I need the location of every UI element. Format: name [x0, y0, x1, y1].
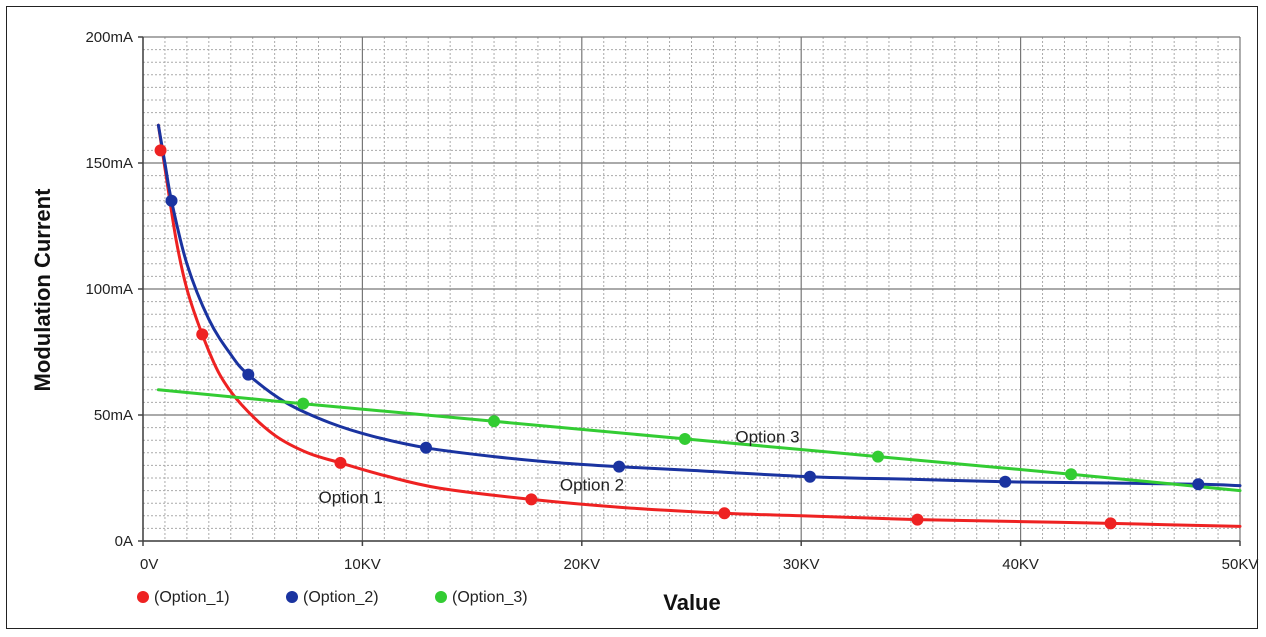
data-point-option-1	[911, 513, 924, 526]
legend-label-option-1: (Option_1)	[154, 589, 230, 606]
y-axis-title: Modulation Current	[30, 188, 55, 392]
series-line-option-1	[156, 123, 1242, 528]
data-point-option-2	[420, 441, 433, 454]
data-point-option-3	[297, 397, 310, 410]
annotation-option-1: Option 1	[319, 488, 383, 507]
data-point-option-2	[803, 470, 816, 483]
series-line-option-2	[156, 123, 1242, 488]
y-tick-label: 150mA	[85, 155, 133, 172]
y-tick-label: 0A	[115, 533, 133, 550]
data-point-option-1	[334, 456, 347, 469]
data-point-option-3	[1065, 468, 1078, 481]
legend-marker-option-3	[435, 591, 447, 603]
annotation-option-2: Option 2	[560, 476, 624, 495]
data-point-option-2	[999, 475, 1012, 488]
x-tick-label: 10KV	[344, 556, 381, 573]
legend-marker-option-1	[137, 591, 149, 603]
x-tick-label: 20KV	[563, 556, 600, 573]
data-point-option-1	[525, 493, 538, 506]
x-tick-label: 30KV	[783, 556, 820, 573]
annotation-option-3: Option 3	[735, 428, 799, 447]
data-point-option-3	[678, 432, 691, 445]
x-tick-label: 50KV	[1222, 556, 1259, 573]
y-tick-label: 50mA	[94, 407, 133, 424]
legend-label-option-2: (Option_2)	[303, 589, 379, 606]
data-point-option-3	[871, 450, 884, 463]
legend: (Option_1) (Option_2) (Option_3)	[137, 589, 528, 606]
data-point-option-1	[718, 507, 731, 520]
series-lines	[156, 123, 1242, 528]
y-tick-label: 200mA	[85, 29, 133, 46]
x-tick-labels: 0V 10KV 20KV 30KV 40KV 50KV	[140, 556, 1258, 573]
legend-label-option-3: (Option_3)	[452, 589, 528, 606]
x-tick-label: 0V	[140, 556, 158, 573]
y-tick-labels: 0A 50mA 100mA 150mA 200mA	[85, 29, 133, 550]
data-point-option-2	[242, 368, 255, 381]
data-point-option-1	[1104, 517, 1117, 530]
chart-frame	[6, 6, 1258, 629]
data-point-option-2	[1192, 478, 1205, 491]
data-point-option-1	[154, 144, 167, 157]
data-point-option-2	[165, 194, 178, 207]
data-point-option-1	[196, 328, 209, 341]
x-tick-label: 40KV	[1002, 556, 1039, 573]
data-point-option-2	[613, 460, 626, 473]
series-markers	[154, 144, 1205, 530]
data-point-option-3	[488, 415, 501, 428]
x-axis-title: Value	[663, 590, 720, 615]
legend-marker-option-2	[286, 591, 298, 603]
y-tick-label: 100mA	[85, 281, 133, 298]
series-annotations: Option 1 Option 2 Option 3	[319, 428, 800, 507]
axes	[138, 36, 1241, 546]
